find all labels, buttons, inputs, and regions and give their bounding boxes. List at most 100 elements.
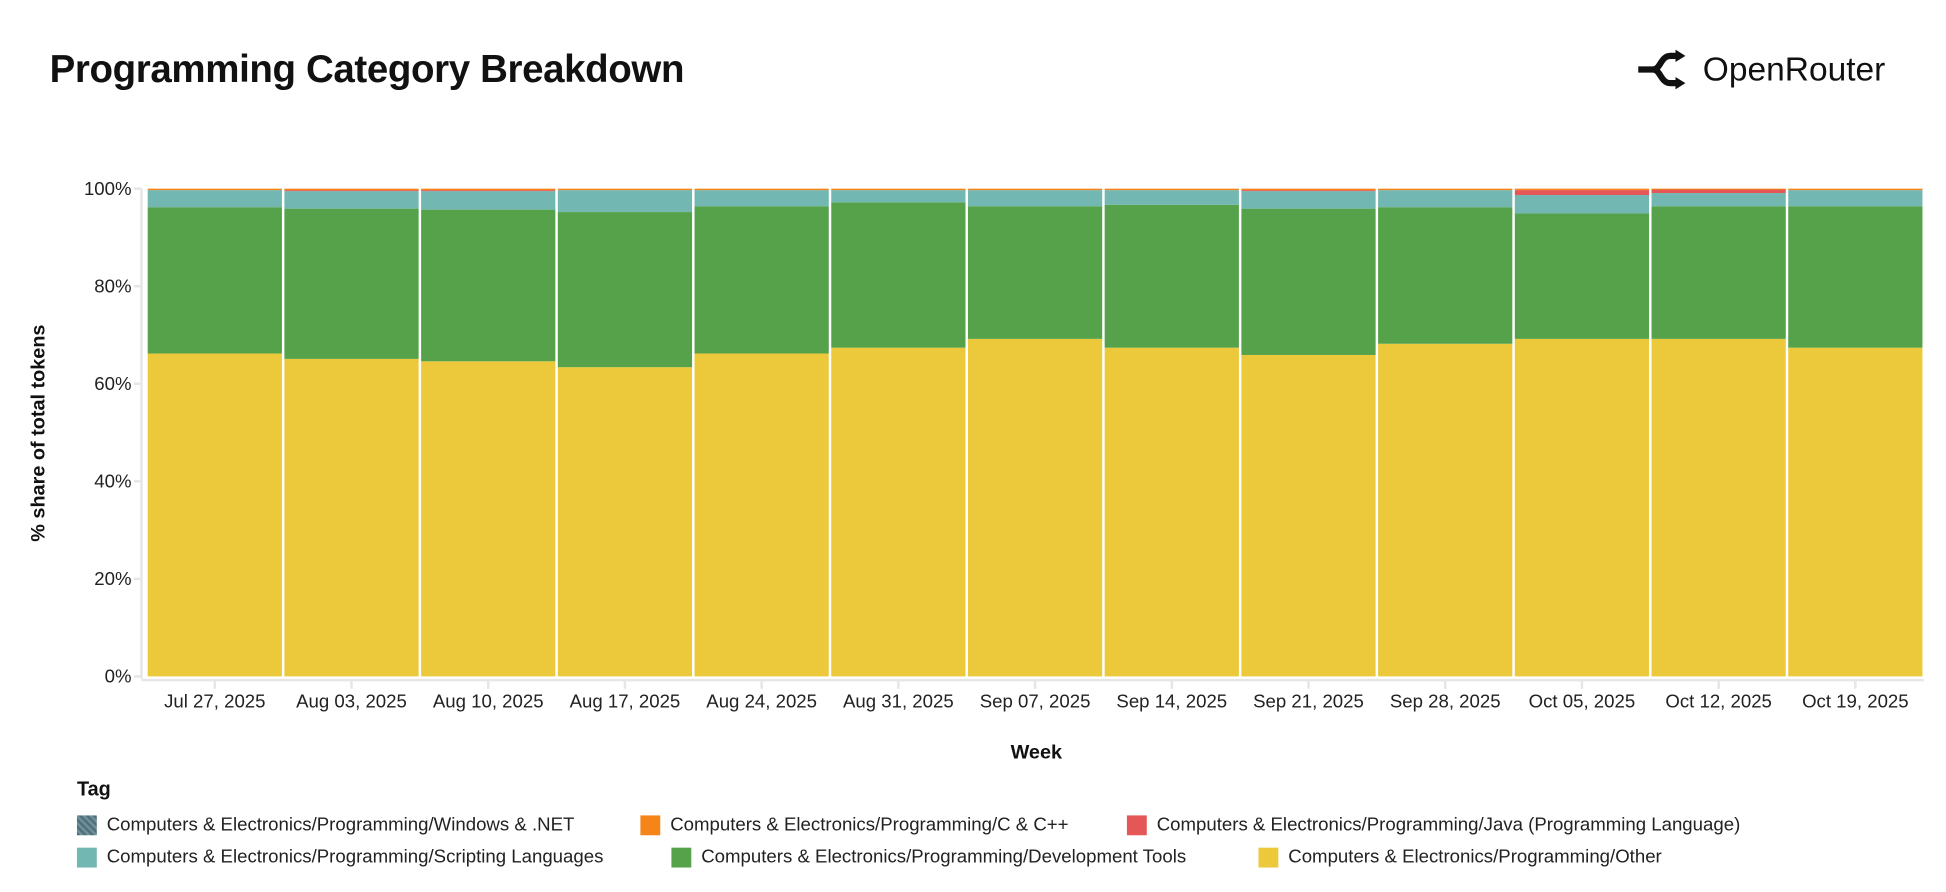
bar-segment-2[interactable] bbox=[1378, 190, 1513, 208]
bar-segment-4[interactable] bbox=[557, 188, 693, 191]
bar-segment-0[interactable] bbox=[557, 367, 693, 677]
bar-segment-1[interactable] bbox=[1241, 208, 1376, 355]
x-tick-label: Aug 10, 2025 bbox=[433, 690, 544, 711]
legend-swatch bbox=[76, 847, 97, 867]
x-tick-label: Aug 24, 2025 bbox=[706, 690, 817, 711]
x-tick-label: Oct 05, 2025 bbox=[1529, 690, 1636, 711]
bar-segment-4[interactable] bbox=[1378, 188, 1513, 191]
legend-label: Computers & Electronics/Programming/Scri… bbox=[106, 846, 604, 868]
x-tick-label: Sep 21, 2025 bbox=[1253, 690, 1364, 711]
bar-segment-1[interactable] bbox=[1651, 206, 1786, 339]
bar-segment-4[interactable] bbox=[421, 188, 556, 191]
bar-segment-4[interactable] bbox=[967, 188, 1103, 191]
bar-segment-4[interactable] bbox=[147, 188, 282, 191]
legend-swatch bbox=[1126, 814, 1147, 835]
bar-segment-3[interactable] bbox=[284, 190, 419, 192]
bar-segment-1[interactable] bbox=[421, 209, 556, 362]
legend-item[interactable]: Computers & Electronics/Programming/C & … bbox=[640, 814, 1069, 836]
bar-segment-1[interactable] bbox=[147, 207, 282, 354]
legend-label: Computers & Electronics/Programming/Wind… bbox=[106, 814, 575, 836]
bar-segment-4[interactable] bbox=[1651, 188, 1786, 190]
bar-segment-2[interactable] bbox=[694, 190, 829, 207]
y-tick-label: 20% bbox=[94, 568, 131, 589]
bar-segment-2[interactable] bbox=[147, 190, 282, 208]
bar-segment-2[interactable] bbox=[967, 190, 1103, 207]
bar-segment-3[interactable] bbox=[1651, 189, 1786, 194]
bar-segment-0[interactable] bbox=[1241, 354, 1376, 677]
x-tick-label: Oct 12, 2025 bbox=[1665, 690, 1772, 711]
y-axis: 0% 20% 40% 60% 80% 100% bbox=[84, 178, 143, 687]
x-tick-label: Sep 28, 2025 bbox=[1390, 690, 1501, 711]
y-tick-label: 0% bbox=[105, 666, 132, 687]
bar-segment-0[interactable] bbox=[147, 353, 282, 677]
bar-segment-4[interactable] bbox=[1241, 188, 1376, 191]
bar-segment-1[interactable] bbox=[1514, 213, 1650, 339]
bar-segment-2[interactable] bbox=[421, 191, 556, 210]
x-tick-label: Aug 17, 2025 bbox=[570, 690, 681, 711]
x-tick-label: Sep 07, 2025 bbox=[980, 690, 1091, 711]
bar-segment-1[interactable] bbox=[831, 202, 966, 348]
bar-segment-2[interactable] bbox=[1788, 190, 1923, 207]
legend-item[interactable]: Computers & Electronics/Programming/Java… bbox=[1126, 814, 1740, 835]
brand-name: OpenRouter bbox=[1702, 50, 1886, 88]
bars bbox=[147, 188, 1923, 677]
x-tick-label: Aug 03, 2025 bbox=[296, 690, 407, 711]
y-tick-label: 80% bbox=[94, 275, 131, 296]
legend-title: Tag bbox=[76, 779, 111, 801]
y-tick-label: 60% bbox=[94, 373, 131, 394]
bar-segment-2[interactable] bbox=[1104, 190, 1239, 205]
bar-segment-0[interactable] bbox=[284, 358, 419, 677]
bar-segment-4[interactable] bbox=[1514, 188, 1650, 191]
legend-swatch bbox=[76, 814, 97, 835]
bar-segment-1[interactable] bbox=[1104, 204, 1239, 348]
x-tick-label: Sep 14, 2025 bbox=[1116, 690, 1227, 711]
y-axis-title: % share of total tokens bbox=[28, 325, 50, 542]
bar-segment-0[interactable] bbox=[421, 361, 556, 677]
bar-segment-0[interactable] bbox=[1651, 338, 1786, 677]
legend-label: Computers & Electronics/Programming/C & … bbox=[670, 814, 1069, 836]
legend-swatch bbox=[671, 847, 692, 867]
bar-segment-2[interactable] bbox=[831, 190, 966, 203]
legend-item[interactable]: Computers & Electronics/Programming/Scri… bbox=[76, 846, 604, 868]
stacked-bar-chart: 0% 20% 40% 60% 80% 100% Jul 27, 2025 Aug 03, 2… bbox=[28, 178, 1924, 763]
bar-segment-4[interactable] bbox=[1788, 188, 1923, 191]
bar-segment-1[interactable] bbox=[1378, 207, 1513, 344]
legend-item[interactable]: Computers & Electronics/Programming/Wind… bbox=[76, 814, 575, 836]
legend-item[interactable]: Computers & Electronics/Programming/Deve… bbox=[671, 846, 1187, 868]
bar-segment-2[interactable] bbox=[1651, 193, 1786, 207]
bar-segment-1[interactable] bbox=[284, 208, 419, 359]
bar-segment-0[interactable] bbox=[1788, 347, 1923, 677]
bar-segment-0[interactable] bbox=[967, 338, 1103, 677]
bar-segment-2[interactable] bbox=[1514, 194, 1650, 214]
bar-segment-2[interactable] bbox=[557, 190, 693, 213]
bar-segment-4[interactable] bbox=[694, 188, 829, 191]
bar-segment-0[interactable] bbox=[831, 347, 966, 677]
bar-segment-0[interactable] bbox=[1514, 338, 1650, 677]
bar-segment-3[interactable] bbox=[421, 190, 556, 192]
x-tick-label: Jul 27, 2025 bbox=[164, 690, 265, 711]
page-title: Programming Category Breakdown bbox=[49, 47, 685, 91]
bar-segment-1[interactable] bbox=[967, 206, 1103, 339]
bar-segment-3[interactable] bbox=[1241, 190, 1376, 192]
legend-label: Computers & Electronics/Programming/Othe… bbox=[1288, 846, 1662, 868]
bar-segment-0[interactable] bbox=[1378, 343, 1513, 677]
bar-segment-3[interactable] bbox=[1514, 190, 1650, 195]
legend-label: Computers & Electronics/Programming/Deve… bbox=[701, 846, 1187, 868]
bar-segment-0[interactable] bbox=[694, 353, 829, 677]
x-tick-label: Oct 19, 2025 bbox=[1802, 690, 1909, 711]
legend-item[interactable]: Computers & Electronics/Programming/Othe… bbox=[1258, 846, 1662, 868]
bar-segment-4[interactable] bbox=[284, 188, 419, 191]
bar-segment-4[interactable] bbox=[1104, 188, 1239, 191]
bar-segment-2[interactable] bbox=[1241, 191, 1376, 209]
x-tick-label: Aug 31, 2025 bbox=[843, 690, 954, 711]
bar-segment-1[interactable] bbox=[1788, 206, 1923, 348]
bar-segment-4[interactable] bbox=[831, 188, 966, 191]
bar-segment-2[interactable] bbox=[284, 191, 419, 209]
bar-segment-1[interactable] bbox=[694, 206, 829, 354]
openrouter-logo-icon bbox=[1638, 49, 1686, 90]
bar-segment-0[interactable] bbox=[1104, 347, 1239, 677]
legend-swatch bbox=[640, 814, 661, 835]
legend-swatch bbox=[1258, 847, 1279, 867]
bar-segment-1[interactable] bbox=[557, 212, 693, 368]
